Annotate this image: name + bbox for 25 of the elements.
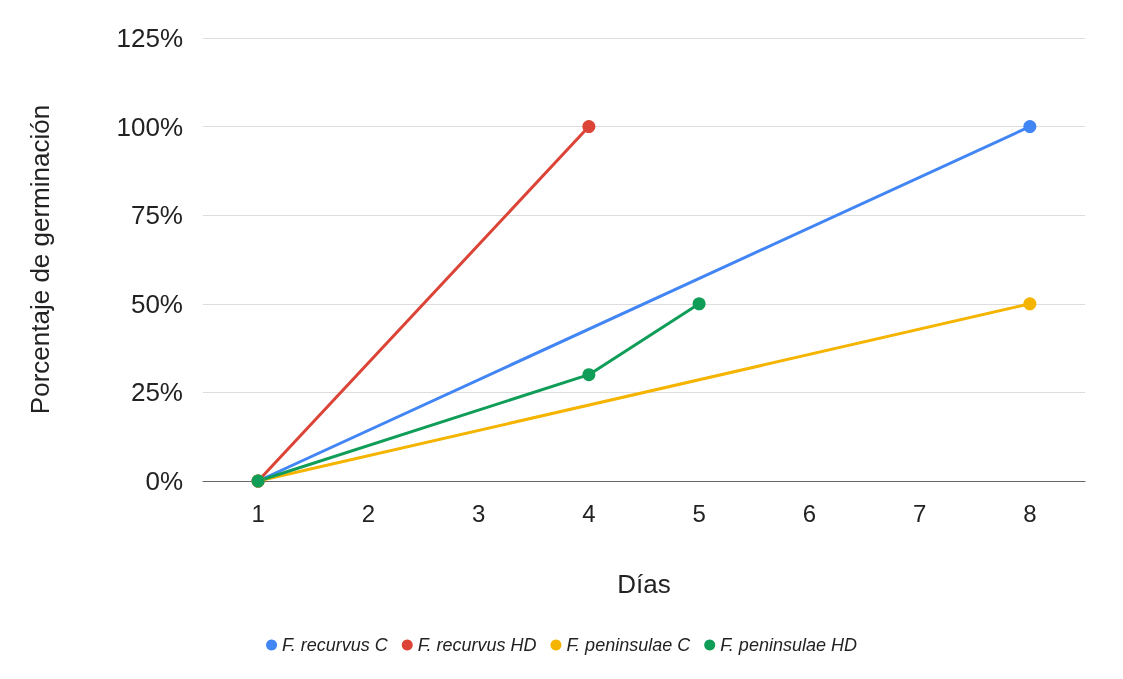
x-tick-label: 4 [582,499,596,527]
y-tick-label: 0% [145,466,183,496]
point [582,120,596,134]
point [1023,297,1037,311]
x-tick-label: 7 [912,499,927,527]
x-tick-label: 8 [1023,499,1037,527]
y-tick-label: 25% [130,377,183,408]
legend-label: F. peninsulae HD [720,635,857,655]
y-axis-title: Porcentaje de germinación [25,104,55,415]
legend-label: F. recurvus HD [417,635,537,655]
y-tick-label: 100% [116,111,183,142]
point [692,297,706,311]
x-tick-label: 6 [802,499,817,527]
legend-label: F. peninsulae C [566,635,692,655]
x-tick-label: 5 [692,499,706,527]
y-tick-label: 50% [130,288,183,319]
x-tick-label: 3 [471,499,486,527]
x-tick-label: 1 [251,499,265,527]
x-tick-label: 2 [361,499,376,527]
y-tick-label: 75% [130,200,183,231]
x-axis-title: Días [617,569,671,599]
legend-label: F. recurvus C [282,635,389,655]
point [582,368,596,382]
y-tick-label: 125% [116,23,183,53]
point [1023,120,1037,134]
